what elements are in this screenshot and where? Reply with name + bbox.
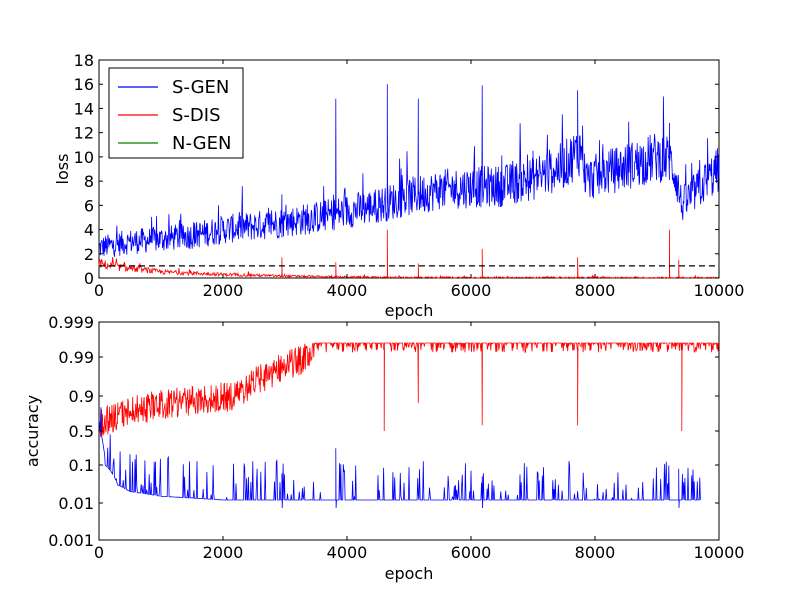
accuracy-xtick-label: 2000 — [203, 543, 244, 562]
loss-series-layer — [98, 84, 720, 280]
loss-xtick-label: 10000 — [694, 281, 745, 300]
loss-ytick-label: 0 — [84, 269, 94, 288]
accuracy-ytick-label: 0.9 — [69, 387, 94, 406]
accuracy-ytick-label: 0.01 — [58, 494, 94, 513]
loss-ylabel: loss — [53, 154, 72, 185]
accuracy-xtick-label: 0 — [94, 543, 104, 562]
loss-xtick-label: 2000 — [203, 281, 244, 300]
accuracy-ticks: 0 2000 4000 6000 8000 10000 0.001 0.01 0.1 0.5 0.9… — [48, 313, 744, 562]
accuracy-plot-frame — [98, 321, 720, 541]
legend: S-GEN S-DIS N-GEN — [108, 67, 244, 159]
accuracy-ytick-label: 0.5 — [69, 422, 94, 441]
accuracy-xtick-label: 10000 — [694, 543, 745, 562]
legend-n-gen: N-GEN — [172, 133, 231, 154]
loss-ytick-label: 18 — [74, 51, 94, 70]
accuracy-ytick-label: 0.1 — [69, 456, 94, 475]
series-s-dis — [98, 229, 720, 280]
legend-s-gen: S-GEN — [172, 77, 229, 98]
series-accuracy-red — [98, 341, 719, 437]
accuracy-ytick-label: 0.001 — [48, 531, 94, 550]
loss-ytick-label: 4 — [84, 221, 94, 240]
accuracy-ytick-label: 0.99 — [58, 348, 94, 367]
series-accuracy-blue — [98, 407, 701, 509]
loss-ytick-label: 6 — [84, 196, 94, 215]
accuracy-xtick-label: 4000 — [327, 543, 368, 562]
loss-xtick-label: 4000 — [327, 281, 368, 300]
loss-ytick-label: 8 — [84, 172, 94, 191]
accuracy-plot: 0 2000 4000 6000 8000 10000 0.001 0.01 0.1 0.5 0.9… — [23, 313, 744, 583]
loss-ytick-label: 16 — [74, 75, 94, 94]
loss-ytick-label: 10 — [74, 148, 94, 167]
loss-xtick-label: 8000 — [575, 281, 616, 300]
legend-s-dis: S-DIS — [172, 105, 221, 126]
loss-ytick-label: 14 — [74, 99, 94, 118]
loss-xtick-label: 0 — [94, 281, 104, 300]
loss-xlabel: epoch — [385, 301, 434, 320]
accuracy-xtick-label: 8000 — [575, 543, 616, 562]
series-s-gen — [98, 84, 720, 257]
accuracy-ylabel: accuracy — [23, 395, 42, 467]
loss-ytick-label: 12 — [74, 124, 94, 143]
accuracy-series-layer — [98, 341, 719, 509]
accuracy-xtick-label: 6000 — [451, 543, 492, 562]
loss-ytick-label: 2 — [84, 245, 94, 264]
loss-xtick-label: 6000 — [451, 281, 492, 300]
accuracy-xlabel: epoch — [385, 564, 434, 583]
accuracy-ytick-label: 0.999 — [48, 313, 94, 332]
